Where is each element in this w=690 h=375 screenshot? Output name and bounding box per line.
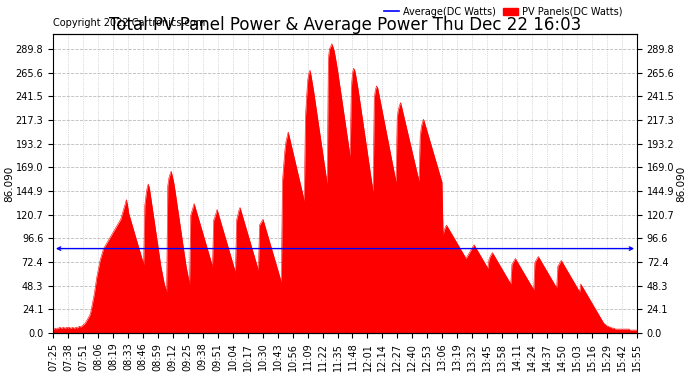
Text: Copyright 2022 Cartronics.com: Copyright 2022 Cartronics.com bbox=[53, 18, 206, 28]
Legend: Average(DC Watts), PV Panels(DC Watts): Average(DC Watts), PV Panels(DC Watts) bbox=[380, 3, 627, 21]
Y-axis label: 86.090: 86.090 bbox=[676, 165, 686, 202]
Y-axis label: 86.090: 86.090 bbox=[4, 165, 14, 202]
Title: Total PV Panel Power & Average Power Thu Dec 22 16:03: Total PV Panel Power & Average Power Thu… bbox=[109, 16, 581, 34]
